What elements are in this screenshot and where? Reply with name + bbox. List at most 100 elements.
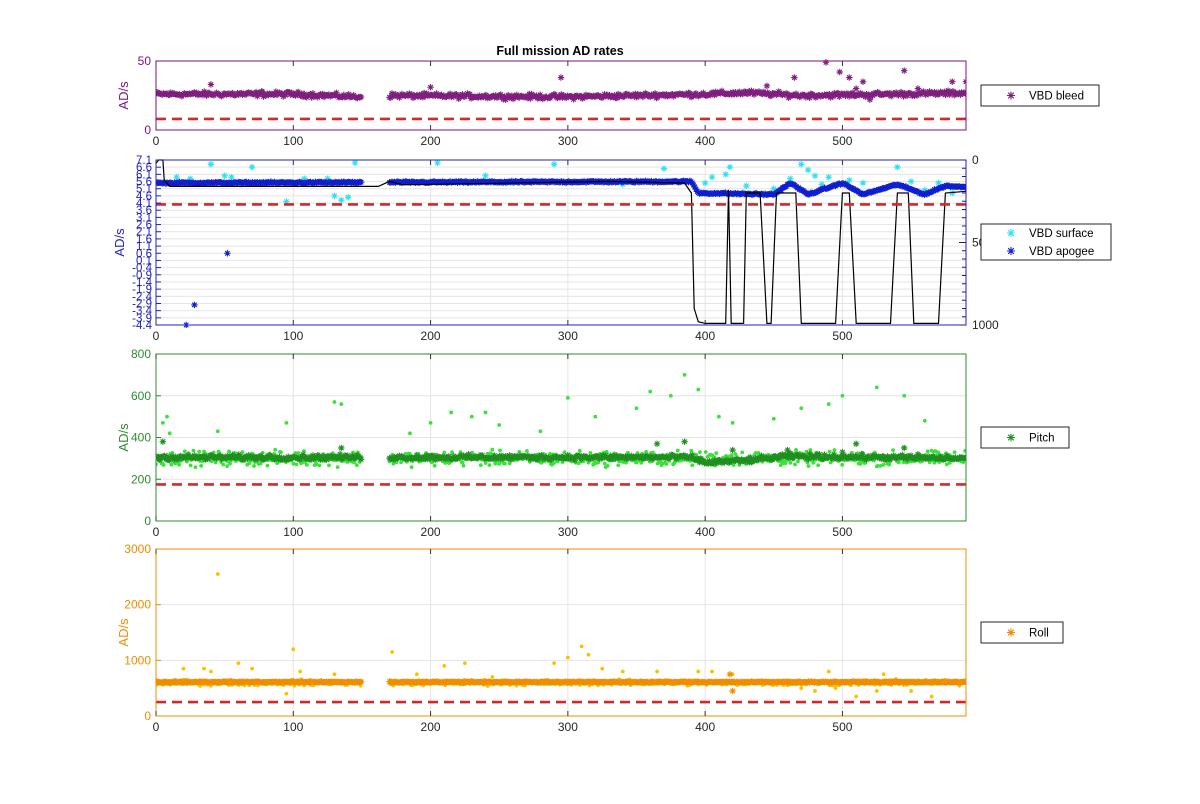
data-point — [442, 450, 447, 455]
legend-marker — [1007, 628, 1015, 637]
outlier-point — [902, 393, 907, 398]
outlier-point — [538, 429, 543, 434]
outlier-point — [852, 85, 860, 92]
data-point — [299, 451, 307, 458]
outlier-point — [909, 689, 913, 693]
data-point — [228, 461, 232, 466]
y-tick-label: -1.9 — [132, 284, 152, 296]
data-point — [225, 464, 230, 469]
data-point — [248, 163, 256, 171]
data-point — [788, 460, 793, 465]
data-point — [501, 93, 508, 100]
data-point — [818, 181, 826, 188]
data-point — [785, 454, 792, 462]
outlier-point — [497, 423, 502, 427]
y-tick-label: 5.6 — [136, 177, 152, 189]
data-point — [534, 456, 541, 463]
data-point — [648, 453, 655, 460]
data-point — [462, 452, 470, 460]
outlier-point — [332, 672, 337, 677]
data-point — [805, 456, 812, 463]
data-point — [280, 93, 287, 100]
data-point — [689, 451, 696, 458]
data-point — [904, 92, 911, 99]
data-point — [778, 187, 785, 194]
data-point — [666, 454, 674, 461]
data-point — [202, 90, 209, 97]
y-tick-label: 6.1 — [136, 169, 152, 181]
legend-label: VBD bleed — [1029, 91, 1084, 103]
outlier-point — [901, 444, 908, 452]
data-point — [878, 455, 885, 463]
data-point — [498, 452, 506, 459]
data-point — [193, 465, 198, 470]
data-point — [271, 456, 278, 463]
data-point — [570, 96, 577, 103]
data-point — [301, 175, 308, 182]
data-point — [640, 455, 648, 462]
data-point — [434, 453, 441, 460]
y2-tick-label: 0 — [972, 153, 979, 167]
data-point — [634, 460, 639, 465]
outlier-point — [291, 647, 296, 652]
data-point — [846, 176, 853, 184]
data-point — [907, 178, 915, 185]
data-point — [525, 449, 529, 453]
legend-label: Roll — [1029, 628, 1049, 640]
data-point — [207, 161, 215, 168]
data-point — [896, 460, 901, 465]
data-point — [266, 452, 273, 459]
data-point — [177, 452, 184, 460]
panel-vbd: 0 100 200 300 400 500 7.16.66.15.65.14.64.13.6… — [112, 153, 1112, 343]
data-point — [787, 175, 794, 182]
outlier-point — [483, 410, 488, 415]
data-point — [203, 92, 210, 99]
data-point — [279, 450, 283, 455]
data-point — [227, 449, 231, 454]
data-point — [297, 455, 304, 463]
data-point — [718, 87, 726, 95]
data-point — [845, 93, 853, 100]
y-tick-label: 4.1 — [136, 198, 152, 210]
data-point — [171, 456, 178, 463]
data-point — [199, 463, 204, 468]
x-tick-label: 300 — [558, 329, 578, 343]
data-point — [533, 92, 540, 99]
x-tick-label: 0 — [153, 720, 160, 734]
data-point — [335, 465, 340, 470]
data-point — [331, 192, 338, 200]
data-point — [497, 91, 504, 98]
legend-label: Pitch — [1029, 433, 1055, 445]
data-point — [493, 461, 498, 466]
data-point — [418, 91, 425, 98]
data-point — [859, 451, 866, 458]
data-point — [460, 460, 465, 465]
data-point — [714, 451, 719, 456]
x-tick-label: 400 — [695, 720, 715, 734]
x-tick-label: 400 — [695, 525, 715, 539]
y2-tick-label: 1000 — [972, 318, 999, 332]
outlier-point — [833, 686, 838, 691]
data-point — [925, 449, 930, 454]
data-point — [558, 91, 565, 98]
x-tick-label: 100 — [283, 329, 303, 343]
data-point — [827, 94, 834, 101]
data-point — [294, 462, 299, 467]
data-point — [689, 179, 696, 187]
data-point — [258, 461, 263, 466]
data-point — [247, 461, 252, 466]
data-point — [774, 90, 781, 98]
x-tick-label: 300 — [558, 720, 578, 734]
data-point — [322, 453, 329, 461]
data-point — [297, 92, 304, 99]
x-tick-label: 400 — [695, 329, 715, 343]
data-point — [639, 460, 644, 465]
data-point — [182, 449, 187, 454]
outlier-point — [696, 669, 701, 674]
data-point — [712, 88, 719, 95]
data-point — [490, 447, 495, 452]
data-point — [643, 90, 650, 98]
outlier-point — [866, 96, 874, 103]
panel-bleed: 0 100 200 300 400 500 0 50 AD/s VBD bleed — [116, 54, 1100, 148]
